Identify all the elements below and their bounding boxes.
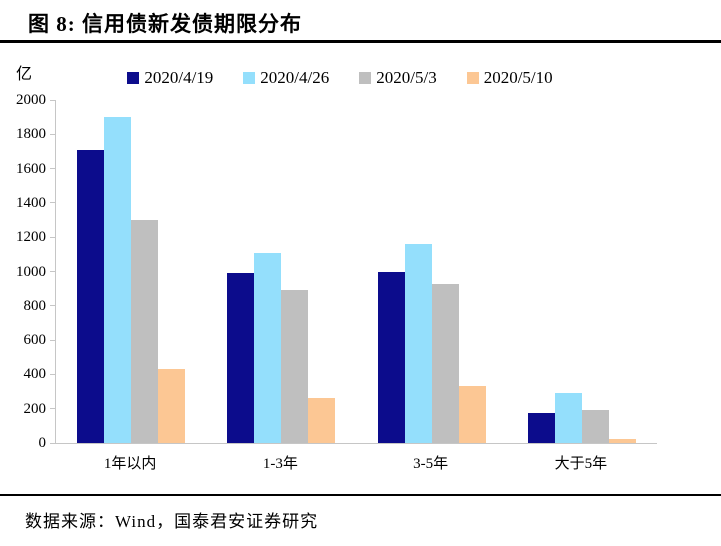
legend-label: 2020/5/10 [483,68,553,87]
y-axis-tick [50,408,56,410]
y-axis-tick-label: 600 [23,332,47,349]
x-axis-category-label: 大于5年 [554,456,608,472]
y-axis-tick-label: 1000 [16,263,46,280]
y-axis-tick [50,133,56,135]
legend-item: 2020/5/10 [466,68,553,88]
y-axis-tick-label: 200 [23,400,47,417]
y-axis-tick-label: 400 [23,366,47,383]
title-divider [0,40,721,43]
x-axis-category-label: 3-5年 [413,456,449,472]
x-axis-category-label: 1-3年 [262,456,298,472]
x-axis-labels: 1年以内 1-3年 3-5年 大于5年 [55,452,656,473]
y-axis-tick [50,168,56,170]
y-axis-tick [50,99,56,101]
legend-swatch-icon [127,72,140,84]
bar-2020/5/3-1-3年 [281,289,309,443]
bar-2020/5/3-3-5年 [431,284,459,443]
bar-2020/5/10-1年以内 [158,369,186,443]
legend-label: 2020/5/3 [376,68,437,87]
legend-label: 2020/4/19 [144,68,214,87]
chart-legend: 2020/4/19 2020/4/26 2020/5/3 2020/5/10 [40,68,640,88]
legend-item: 2020/5/3 [359,68,437,88]
x-axis-category-label: 1年以内 [103,456,157,472]
bar-2020/4/19-1-3年 [227,273,255,443]
bar-2020/4/19-3-5年 [377,271,405,443]
bar-group-3 [357,100,507,443]
bar-2020/4/26-3-5年 [404,244,432,443]
bar-2020/4/26-大于5年 [554,393,582,443]
legend-swatch-icon [466,72,479,84]
y-axis-tick-label: 800 [23,297,47,314]
y-axis-tick-label: 0 [38,435,47,451]
legend-swatch-icon [359,72,372,84]
bar-2020/4/26-1-3年 [254,252,282,443]
bar-2020/4/26-1年以内 [104,117,132,443]
y-axis-unit-label: 亿 [16,66,33,83]
y-axis-tick-label: 2000 [16,92,46,108]
legend-item: 2020/4/26 [243,68,329,88]
legend-item: 2020/4/19 [127,68,213,88]
y-axis-tick [50,339,56,341]
y-axis-tick-label: 1200 [16,229,46,246]
data-source: 数据来源：Wind，国泰君安证券研究 [25,512,319,531]
bar-2020/4/19-1年以内 [77,149,105,443]
bar-2020/5/10-大于5年 [608,438,636,443]
bar-group-1 [56,100,206,443]
y-axis-tick-label: 1400 [16,194,46,211]
bar-2020/5/10-1-3年 [308,398,336,443]
chart-area: 0 200 400 600 800 1000 1200 1400 1600 1800 2000 1年… [16,92,657,472]
y-axis-tick [50,271,56,272]
y-axis-tick-label: 1800 [16,126,46,143]
bar-group-2 [206,100,356,443]
y-axis-tick [50,305,56,307]
bar-group-4 [507,100,657,443]
figure-title: 图 8: 信用债新发债期限分布 [28,12,302,36]
bar-2020/5/10-3-5年 [458,386,486,443]
plot-area: 0 200 400 600 800 1000 1200 1400 1600 1800 2000 [16,92,657,451]
legend-swatch-icon [243,72,256,84]
y-axis-tick-label: 1600 [16,160,46,177]
bar-2020/5/3-大于5年 [581,410,609,443]
footer-divider [0,494,721,496]
y-axis-tick [50,202,56,204]
bar-2020/5/3-1年以内 [131,220,159,443]
y-axis-tick [50,442,56,444]
legend-label: 2020/4/26 [260,68,330,87]
y-axis-tick [50,236,56,238]
bar-2020/4/19-大于5年 [527,413,555,443]
y-axis-tick [50,373,56,375]
